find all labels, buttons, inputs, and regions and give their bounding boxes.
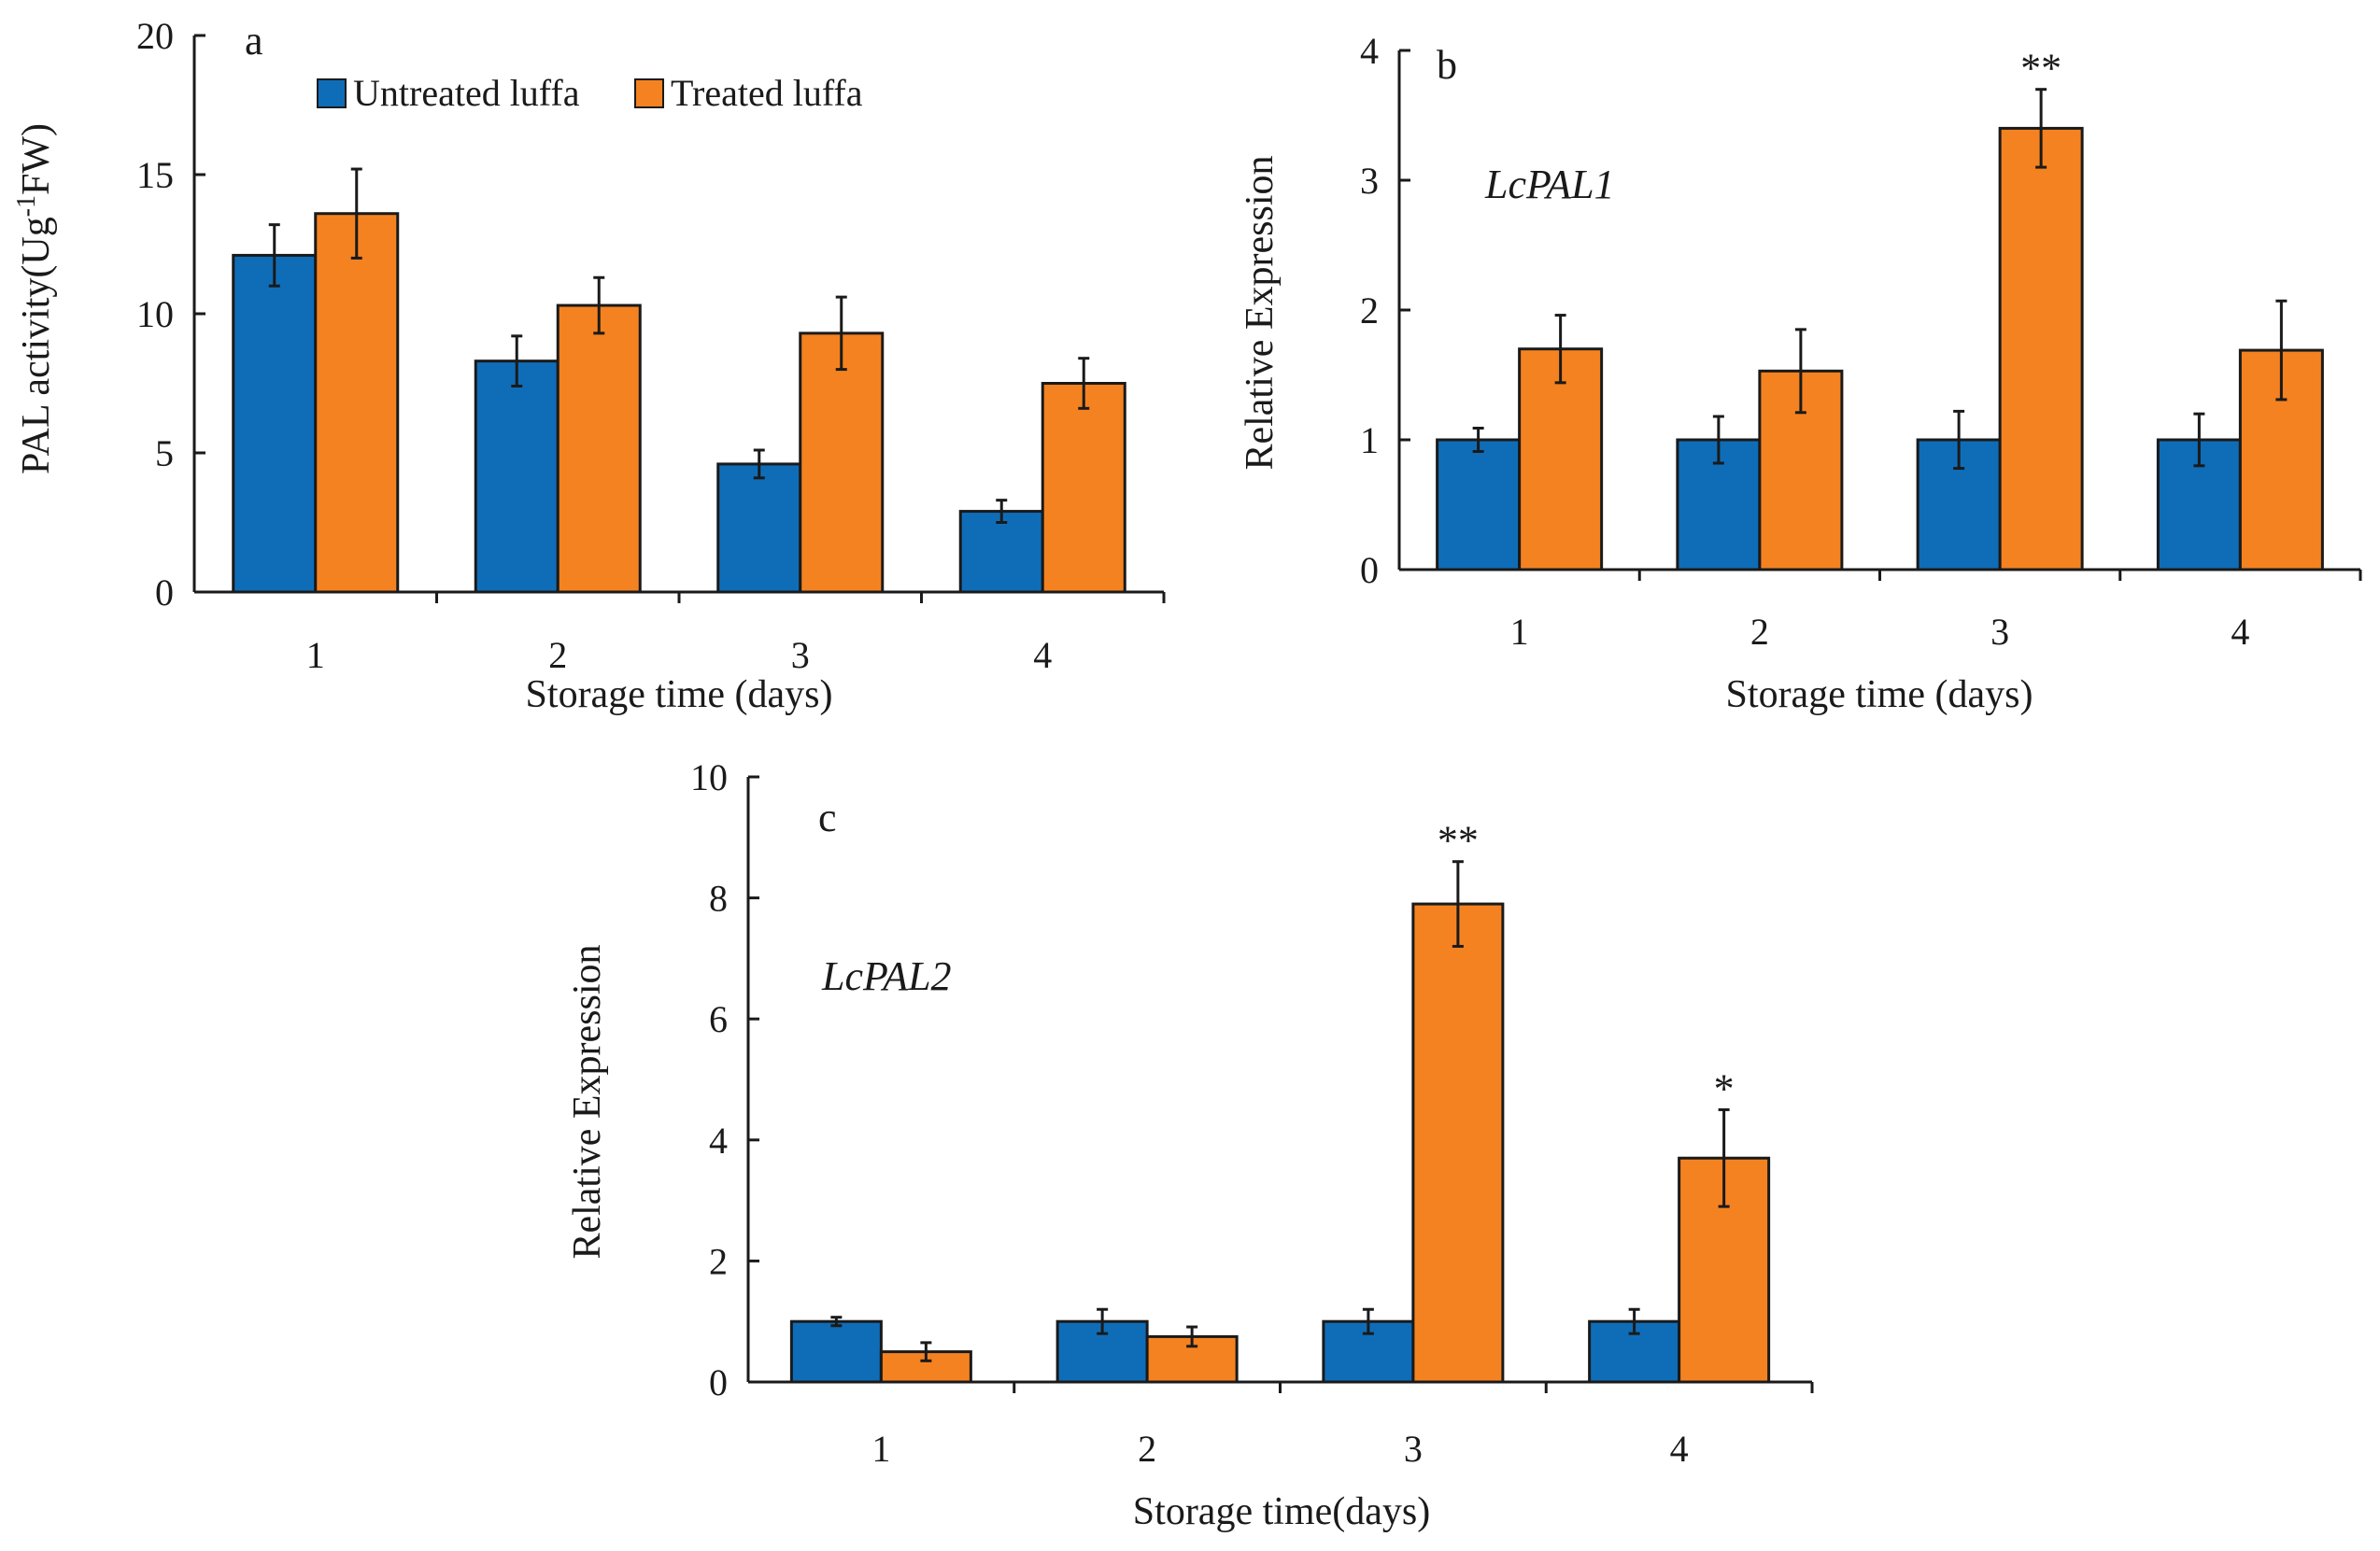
panel-c-significance-day-3: ** xyxy=(1438,818,1479,864)
panel-c-x-tick-label-4: 4 xyxy=(1670,1428,1689,1470)
panel-c-bar-treated-day-3 xyxy=(1411,902,1505,1384)
panel-b-tick-labels: 1 2 3 4 0 1 2 3 4 xyxy=(1360,30,2249,653)
chart-panel-b: 1 2 3 4 0 1 2 3 4 ** b LcPAL1 Relative Expressio… xyxy=(1239,30,2362,716)
panel-b-y-axis-title: Relative Expression xyxy=(1239,155,1282,470)
panel-a-x-tick-label-1: 1 xyxy=(306,634,325,676)
panel-a-bar-untreated-day-2 xyxy=(474,360,560,594)
panel-c-y-tick-label-0: 0 xyxy=(709,1361,728,1403)
panel-b-axes xyxy=(1397,49,2362,581)
panel-c-x-tick-label-2: 2 xyxy=(1138,1428,1156,1470)
panel-a-bar-treated-day-3 xyxy=(799,331,885,594)
panel-a-y-tick-label-5: 5 xyxy=(155,432,174,474)
panel-a-y-tick-label-10: 10 xyxy=(136,293,174,335)
panel-a-y-tick-label-20: 20 xyxy=(136,15,174,57)
panel-b-gene-label: LcPAL1 xyxy=(1484,162,1615,207)
panel-a-error-bars xyxy=(268,167,1090,524)
panel-a-x-axis-title: Storage time (days) xyxy=(526,673,833,716)
panel-a-y-axis-title-tail: FW) xyxy=(15,123,58,195)
panel-a-bar-treated-day-4 xyxy=(1041,382,1126,594)
panel-a-letter: a xyxy=(245,18,263,63)
panel-b-bar-untreated-day-4 xyxy=(2156,438,2242,571)
panel-c-y-tick-label-6: 6 xyxy=(709,998,728,1040)
panel-c-error-bars xyxy=(830,860,1730,1362)
panel-b-x-tick-label-4: 4 xyxy=(2231,611,2249,653)
panel-c-letter: c xyxy=(818,795,837,840)
legend-label-untreated: Untreated luffa xyxy=(353,72,580,114)
panel-b-bar-untreated-day-1 xyxy=(1436,438,1522,571)
panel-c-y-tick-label-4: 4 xyxy=(709,1120,728,1162)
panel-b-significance: ** xyxy=(2020,46,2061,92)
panel-a-x-tick-label-3: 3 xyxy=(791,634,810,676)
panel-b-y-tick-label-2: 2 xyxy=(1360,289,1379,331)
panel-c-gene-label: LcPAL2 xyxy=(821,953,952,999)
panel-c-tick-labels: 1 2 3 4 0 2 4 6 8 10 xyxy=(690,756,1689,1470)
panel-a-y-tick-label-15: 15 xyxy=(136,154,174,196)
panel-c-bar-untreated-day-1 xyxy=(789,1319,883,1384)
panel-a-bar-untreated-day-3 xyxy=(716,462,802,594)
panel-c-x-axis-title: Storage time(days) xyxy=(1133,1490,1430,1533)
panel-c-y-axis-title: Relative Expression xyxy=(566,944,609,1259)
panel-a-axes xyxy=(192,34,1166,603)
panel-b-y-tick-label-1: 1 xyxy=(1360,419,1379,461)
panel-a-y-axis-title-main: PAL activity(Ug xyxy=(15,217,58,474)
panel-c-axes xyxy=(746,775,1814,1393)
panel-c-significance: *** xyxy=(1438,818,1735,1112)
panel-c-y-tick-label-8: 8 xyxy=(709,878,728,920)
panel-b-x-tick-label-2: 2 xyxy=(1750,611,1769,653)
panel-b-significance-day-3: ** xyxy=(2020,46,2061,92)
legend-label-treated: Treated luffa xyxy=(671,72,863,114)
panel-b-bar-treated-day-1 xyxy=(1518,347,1604,571)
panel-b-y-tick-label-4: 4 xyxy=(1360,30,1379,72)
panel-c-x-tick-label-3: 3 xyxy=(1404,1428,1423,1470)
panel-a-y-axis-title: PAL activity(Ug-1FW) xyxy=(12,123,59,474)
panel-a-bar-treated-day-1 xyxy=(314,212,400,594)
chart-panel-a: 1 2 3 4 0 5 10 15 20 a PAL activity(Ug-1FW) Stor… xyxy=(12,15,1166,716)
panel-a-y-axis-title-sup: -1 xyxy=(12,195,41,217)
panel-c-significance-day-4: * xyxy=(1714,1065,1735,1111)
panel-a-bar-untreated-day-1 xyxy=(232,253,318,594)
panel-b-bar-treated-day-3 xyxy=(1998,126,2084,571)
panel-b-y-tick-label-3: 3 xyxy=(1360,160,1379,202)
panel-c-y-tick-label-10: 10 xyxy=(690,756,728,798)
panel-a-y-tick-label-0: 0 xyxy=(155,571,174,613)
panel-b-letter: b xyxy=(1437,42,1457,88)
panel-b-x-tick-label-1: 1 xyxy=(1510,611,1529,653)
legend: Untreated luffa Treated luffa xyxy=(317,72,863,114)
panel-c-x-tick-label-1: 1 xyxy=(871,1428,890,1470)
panel-a-x-tick-label-2: 2 xyxy=(548,634,567,676)
legend-swatch-treated xyxy=(634,78,664,108)
panel-c-y-tick-label-2: 2 xyxy=(709,1240,728,1282)
panel-a-bar-treated-day-2 xyxy=(556,303,642,594)
legend-swatch-untreated xyxy=(317,78,347,108)
panel-a-x-tick-label-4: 4 xyxy=(1033,634,1052,676)
panel-b-error-bars xyxy=(1472,88,2288,471)
panel-b-y-tick-label-0: 0 xyxy=(1360,549,1379,591)
panel-b-x-tick-label-3: 3 xyxy=(1990,611,2009,653)
panel-a-tick-labels: 1 2 3 4 0 5 10 15 20 xyxy=(136,15,1052,676)
panel-a-bars xyxy=(232,212,1126,594)
panel-b-x-axis-title: Storage time (days) xyxy=(1726,673,2033,716)
panel-a-bar-untreated-day-4 xyxy=(958,510,1044,594)
